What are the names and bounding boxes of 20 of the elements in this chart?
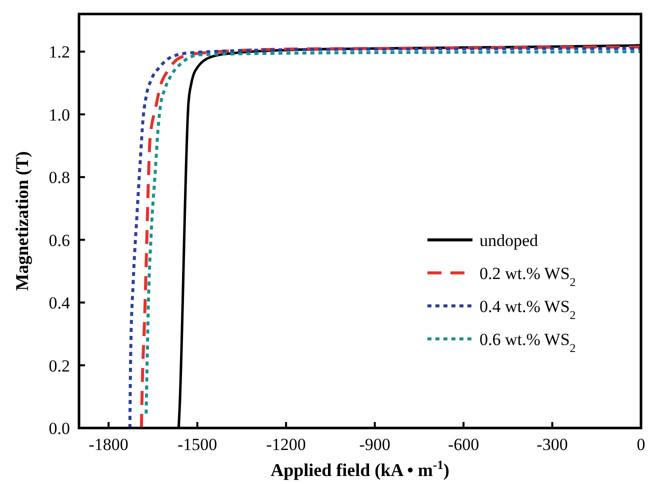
y-tick-label: 0.2 bbox=[48, 356, 70, 376]
legend-label: 0.4 wt.% WS$_{2}$ bbox=[479, 296, 576, 322]
y-tick-label: 1.0 bbox=[48, 105, 70, 124]
y-axis-title: Magnetization (T) bbox=[12, 151, 32, 291]
x-axis-title: Applied field (kA • m$^{-1}$) bbox=[270, 458, 450, 480]
legend-label: 0.6 wt.% WS$_{2}$ bbox=[479, 330, 576, 355]
x-tick-label: -1200 bbox=[266, 435, 306, 454]
y-tick-label: 1.2 bbox=[48, 42, 70, 62]
x-tick-label: -300 bbox=[536, 435, 568, 454]
x-tick-label: -1500 bbox=[177, 435, 218, 454]
y-tick-label: 0.4 bbox=[48, 294, 70, 313]
y-tick-label: 0.8 bbox=[48, 168, 70, 188]
x-tick-label: -600 bbox=[448, 435, 480, 454]
x-tick-label: -1800 bbox=[88, 435, 128, 454]
legend-label: 0.2 wt.% WS$_{2}$ bbox=[479, 264, 576, 289]
y-tick-label: 0.6 bbox=[48, 230, 70, 250]
legend-label: undoped bbox=[479, 230, 538, 250]
x-tick-label: 0 bbox=[636, 435, 646, 454]
x-tick-label: -900 bbox=[359, 435, 390, 454]
y-tick-label: 0.0 bbox=[48, 419, 70, 438]
